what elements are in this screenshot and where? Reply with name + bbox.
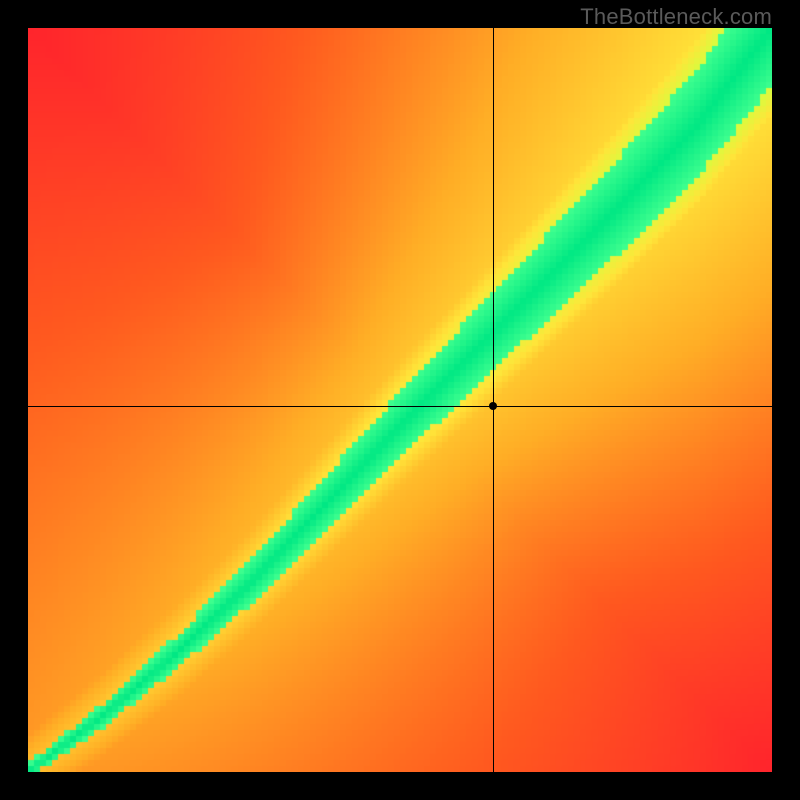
crosshair-horizontal <box>28 406 772 407</box>
watermark: TheBottleneck.com <box>580 4 772 30</box>
heatmap-canvas <box>28 28 772 772</box>
crosshair-vertical <box>493 28 494 772</box>
selection-marker <box>489 402 497 410</box>
bottleneck-heatmap <box>28 28 772 772</box>
